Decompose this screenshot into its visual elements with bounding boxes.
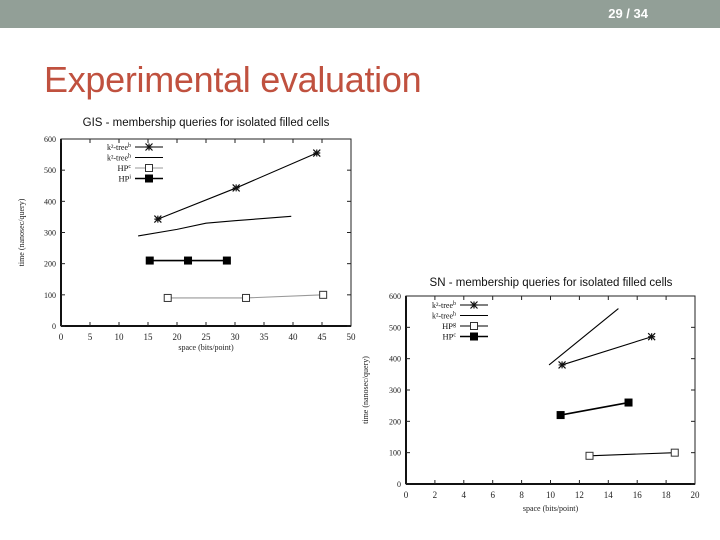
open-square-marker-icon: [163, 293, 172, 302]
y-tick-label: 200: [44, 260, 56, 269]
x-tick-label: 20: [691, 490, 701, 500]
y-tick-label: 400: [44, 197, 56, 206]
x-tick-label: 25: [202, 332, 212, 342]
x-tick-label: 5: [88, 332, 93, 342]
x-tick-label: 40: [289, 332, 299, 342]
series-ktree-h: [138, 215, 292, 237]
y-tick-label: 100: [44, 291, 56, 300]
x-tick-label: 14: [604, 490, 614, 500]
star-marker-icon: [312, 149, 321, 157]
sn-plot: SN - membership queries for isolated fil…: [361, 277, 700, 513]
page-indicator: 29 / 34: [608, 6, 648, 21]
legend-label: HPc: [442, 332, 456, 342]
chart-title: SN - membership queries for isolated fil…: [430, 277, 673, 289]
filled-square-marker-icon: [556, 411, 565, 420]
y-tick-label: 0: [397, 480, 401, 489]
legend-label: HPi: [118, 174, 131, 184]
y-tick-label: 500: [389, 323, 401, 332]
x-tick-label: 16: [633, 490, 643, 500]
x-tick-label: 2: [433, 490, 438, 500]
series-hp-g: [585, 448, 679, 460]
x-tick-label: 8: [519, 490, 524, 500]
slide-title: Experimental evaluation: [44, 59, 422, 100]
x-axis-label: space (bits/point): [523, 504, 579, 513]
x-tick-label: 4: [462, 490, 467, 500]
y-axis-label: time (nanosec/query): [17, 198, 26, 266]
x-tick-label: 0: [404, 490, 409, 500]
legend-label: k²-treeb: [432, 301, 456, 310]
filled-square-marker-icon: [624, 398, 633, 407]
legend-label: k²-treeh: [432, 312, 456, 321]
filled-square-marker-icon: [145, 256, 154, 265]
open-square-marker-icon: [242, 293, 251, 302]
open-square-marker-icon: [585, 451, 594, 460]
chart-title: GIS - membership queries for isolated fi…: [83, 117, 330, 129]
series-hp-c: [556, 398, 633, 420]
x-tick-label: 6: [490, 490, 495, 500]
star-marker-icon: [470, 301, 478, 309]
y-axis-label: time (nanosec/query): [361, 356, 370, 424]
star-marker-icon: [647, 332, 656, 341]
y-tick-label: 300: [44, 229, 56, 238]
x-tick-label: 15: [144, 332, 154, 342]
y-tick-label: 200: [389, 417, 401, 426]
x-tick-label: 20: [173, 332, 183, 342]
star-marker-icon: [153, 215, 162, 224]
open-square-marker-icon: [145, 164, 153, 172]
series-hp-i: [145, 256, 231, 265]
x-axis-label: space (bits/point): [178, 343, 234, 352]
open-square-marker-icon: [319, 290, 328, 299]
y-tick-label: 100: [389, 449, 401, 458]
y-tick-label: 600: [389, 292, 401, 301]
x-tick-label: 45: [318, 332, 328, 342]
y-tick-label: 600: [44, 135, 56, 144]
series-ktree-b: [153, 149, 321, 224]
x-tick-label: 12: [575, 490, 584, 500]
series-hp-c: [163, 290, 328, 302]
star-marker-icon: [145, 143, 153, 151]
y-tick-label: 500: [44, 166, 56, 175]
x-tick-label: 35: [260, 332, 270, 342]
y-tick-label: 0: [52, 322, 56, 331]
star-marker-icon: [558, 361, 566, 369]
x-tick-label: 50: [347, 332, 357, 342]
x-tick-label: 10: [546, 490, 556, 500]
y-tick-label: 300: [389, 386, 401, 395]
series-ktree-b: [558, 332, 656, 369]
star-marker-icon: [232, 184, 241, 192]
series-ktree-h: [548, 308, 619, 366]
y-tick-label: 400: [389, 355, 401, 364]
x-tick-label: 18: [662, 490, 672, 500]
filled-square-marker-icon: [184, 256, 193, 265]
legend-label: HPc: [117, 163, 131, 173]
legend-label: HPg: [442, 321, 456, 331]
legend-label: k²-treeb: [107, 143, 131, 152]
x-tick-label: 30: [231, 332, 241, 342]
open-square-marker-icon: [670, 448, 679, 457]
gis-plot: GIS - membership queries for isolated fi…: [17, 117, 356, 352]
x-tick-label: 10: [115, 332, 125, 342]
filled-square-marker-icon: [145, 174, 153, 183]
x-tick-label: 0: [59, 332, 64, 342]
legend-label: k²-treeh: [107, 154, 131, 163]
header-bar: 29 / 34: [0, 0, 720, 28]
filled-square-marker-icon: [470, 332, 478, 341]
filled-square-marker-icon: [222, 256, 231, 265]
open-square-marker-icon: [470, 322, 478, 330]
